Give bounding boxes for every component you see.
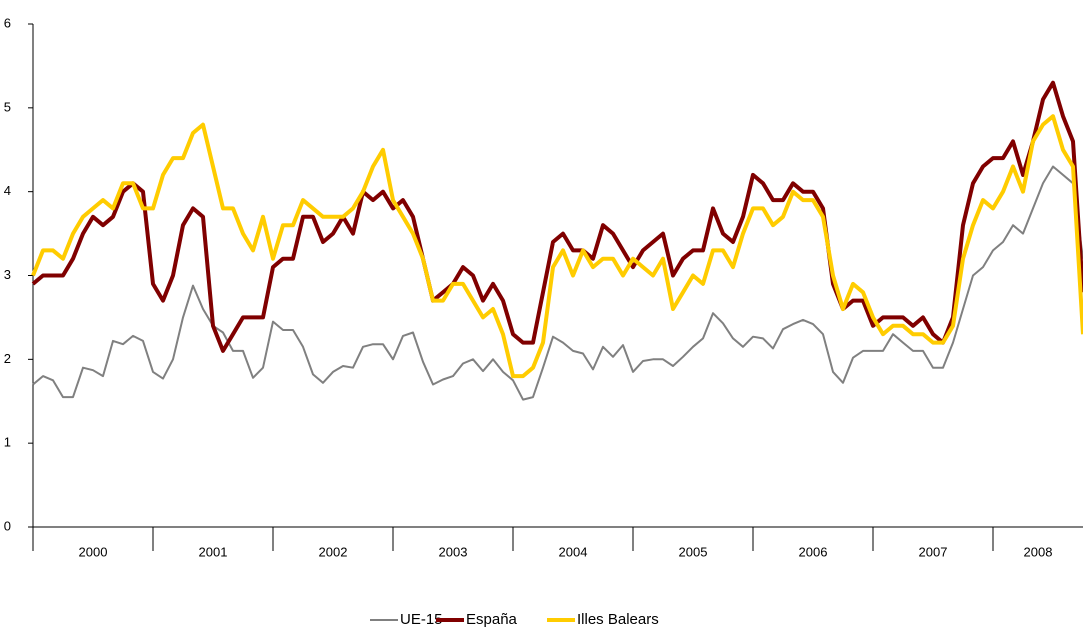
x-tick-label: 2008	[1024, 544, 1053, 559]
x-tick-label: 2006	[799, 544, 828, 559]
legend-label: UE-15	[400, 611, 443, 628]
series-line	[32, 165, 1083, 401]
x-tick-label: 2002	[319, 544, 348, 559]
y-tick-label: 2	[4, 351, 11, 366]
legend-label: España	[466, 611, 518, 628]
y-tick-label: 3	[4, 267, 11, 282]
x-tick-label: 2004	[559, 544, 588, 559]
y-tick-label: 1	[4, 435, 11, 450]
x-tick-label: 2003	[439, 544, 468, 559]
series-line	[31, 114, 1083, 379]
x-tick-label: 2007	[919, 544, 948, 559]
x-tick-label: 2005	[679, 544, 708, 559]
series-line	[31, 80, 1083, 353]
y-tick-label: 6	[4, 15, 11, 30]
y-tick-label: 0	[4, 518, 11, 533]
y-tick-label: 5	[4, 99, 11, 114]
legend-label: Illes Balears	[577, 611, 659, 628]
x-tick-label: 2000	[79, 544, 108, 559]
x-tick-label: 2001	[199, 544, 228, 559]
y-tick-label: 4	[4, 183, 11, 198]
